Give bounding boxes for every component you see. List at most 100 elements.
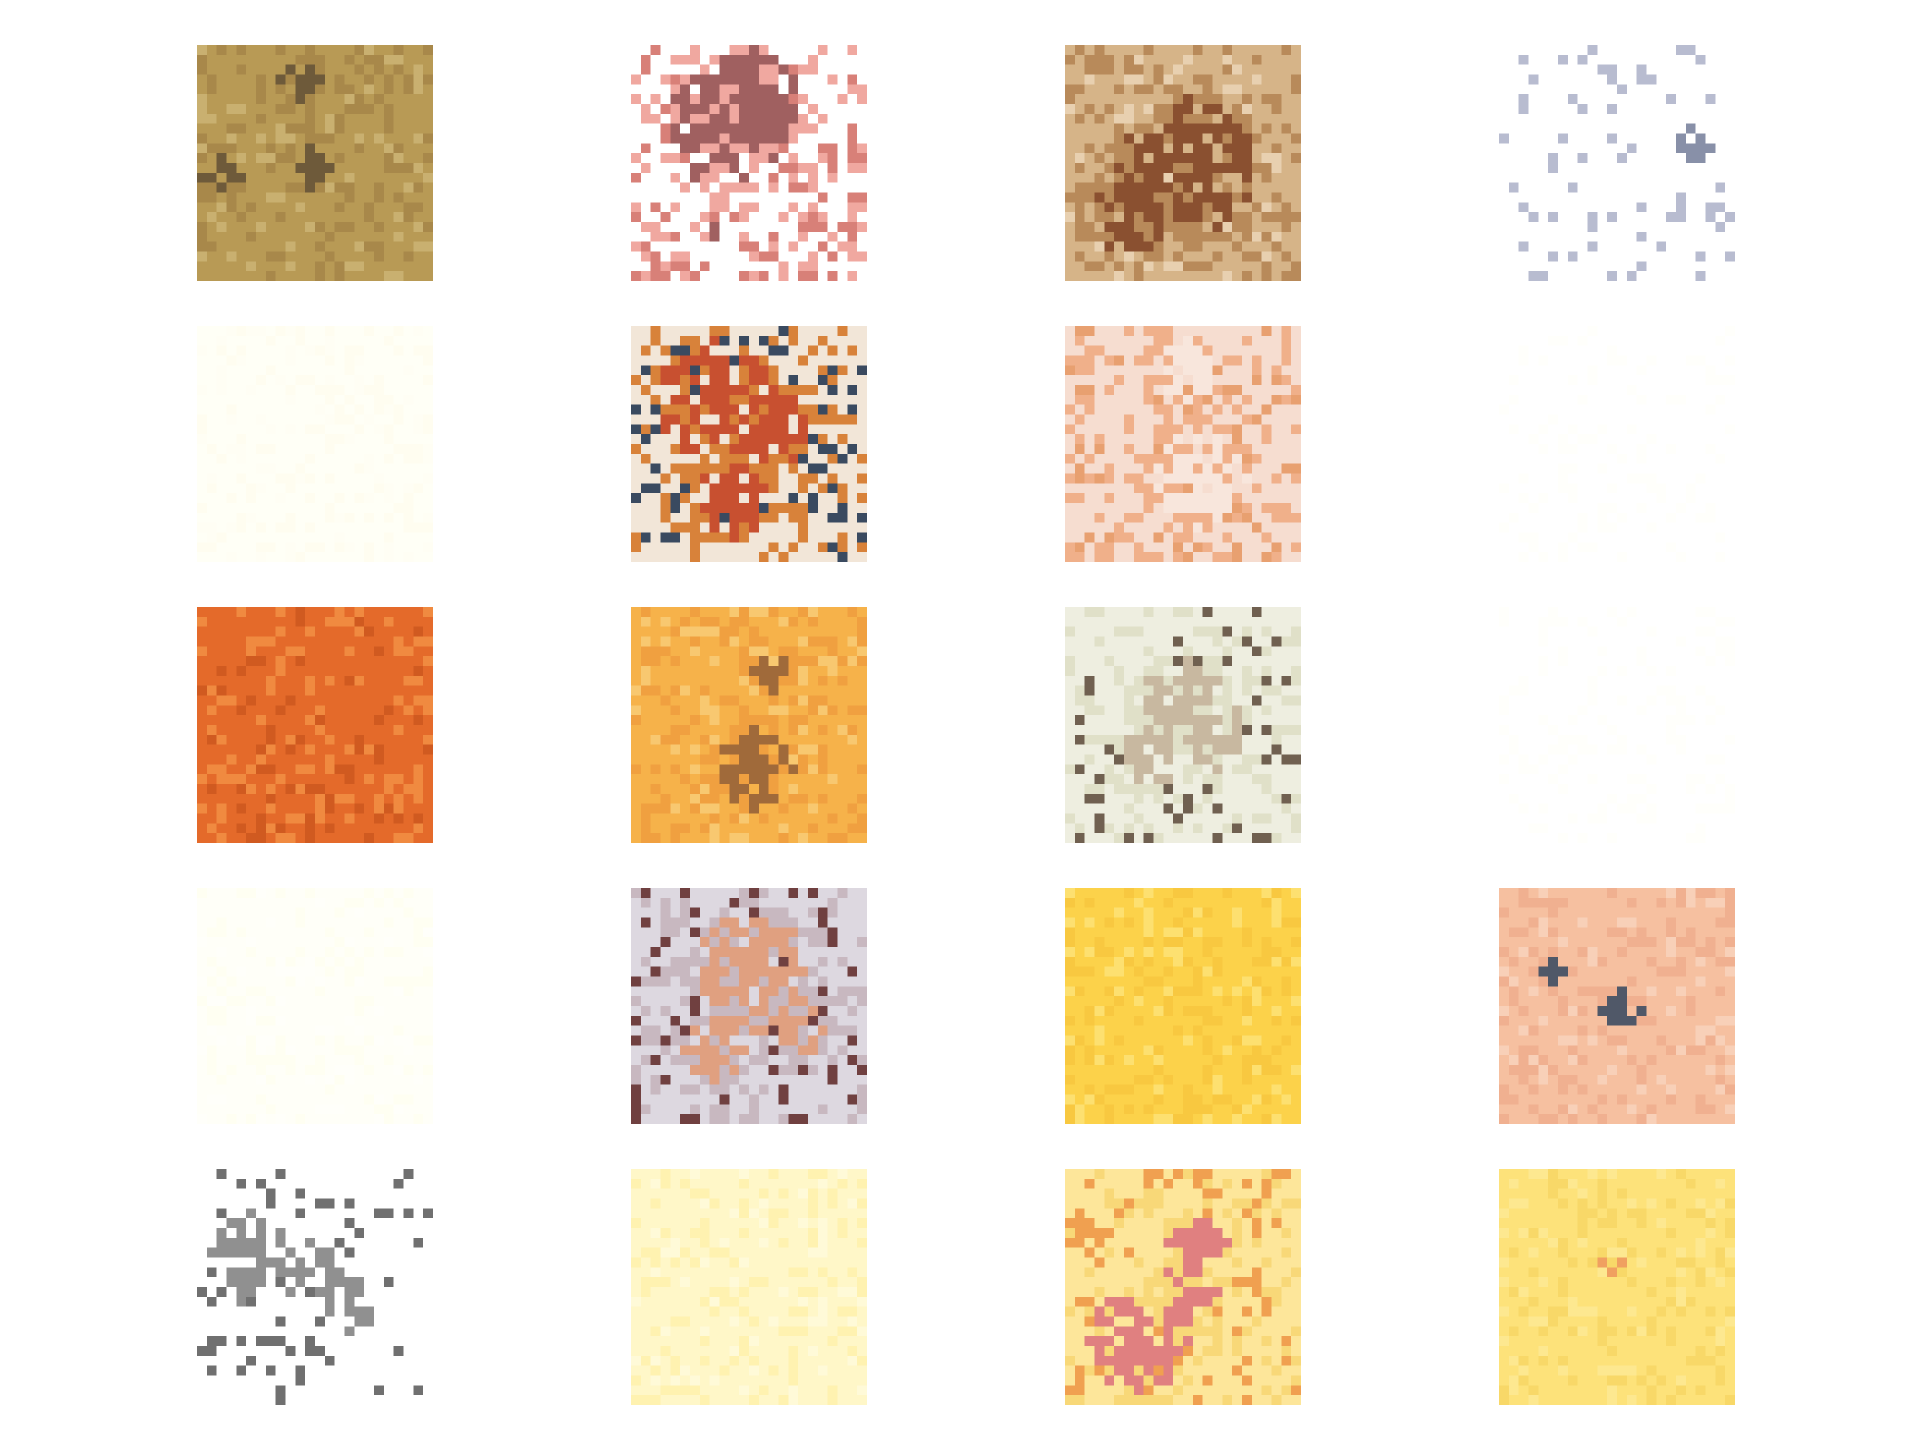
pixel [1567, 385, 1578, 395]
pixel [315, 345, 325, 356]
pixel [1183, 261, 1193, 272]
pixel [1153, 434, 1164, 444]
pixel [256, 202, 266, 213]
pixel [1567, 394, 1578, 405]
pixel [670, 444, 681, 454]
pixel [827, 222, 838, 232]
pixel [354, 512, 365, 523]
pixel [1173, 414, 1183, 425]
pixel [778, 271, 789, 281]
pixel [1646, 532, 1657, 543]
pixel [226, 453, 237, 464]
pixel [1567, 45, 1578, 55]
pixel [354, 715, 365, 725]
pixel [827, 473, 838, 484]
pixel [1567, 532, 1578, 543]
pixel [739, 271, 749, 281]
pixel [1695, 326, 1706, 336]
pixel [1183, 463, 1193, 474]
pixel [305, 512, 315, 523]
pixel [403, 666, 414, 676]
pixel [275, 192, 286, 203]
pixel [324, 261, 335, 272]
pixel [631, 473, 641, 484]
pixel [1163, 271, 1174, 281]
pixel [206, 385, 217, 395]
pixel [315, 54, 325, 65]
pixel [1242, 94, 1252, 104]
pixel [1074, 493, 1085, 503]
pixel [364, 385, 374, 395]
pixel [837, 64, 848, 75]
pixel [680, 163, 690, 173]
pixel [768, 84, 779, 95]
pixel [680, 113, 690, 124]
pixel [1725, 424, 1735, 435]
pixel [808, 104, 818, 114]
pixel [383, 251, 394, 262]
pixel [246, 434, 256, 444]
pixel [1212, 84, 1223, 95]
pixel [1587, 424, 1598, 435]
pixel [393, 202, 404, 213]
pixel [256, 365, 266, 376]
pixel [709, 444, 720, 454]
pixel [1685, 163, 1696, 173]
pixel [660, 385, 671, 395]
pixel [670, 552, 681, 562]
pixel [798, 552, 808, 562]
pixel [1094, 512, 1105, 523]
pixel [1656, 335, 1667, 346]
pixel [650, 192, 661, 203]
pixel [650, 231, 661, 242]
pixel [709, 241, 720, 252]
pixel [1558, 45, 1568, 55]
pixel [236, 104, 247, 114]
pixel [393, 552, 404, 562]
pixel [344, 675, 355, 686]
pixel [364, 607, 374, 617]
pixel [1705, 54, 1716, 65]
pixel [246, 231, 256, 242]
pixel [1656, 202, 1667, 213]
pixel [1705, 251, 1716, 262]
pixel [1676, 512, 1686, 523]
pixel [768, 113, 779, 124]
pixel [1251, 241, 1262, 252]
pixel [1528, 552, 1539, 562]
pixel [709, 493, 720, 503]
pixel [1656, 251, 1667, 262]
pixel [413, 365, 424, 376]
thumbnail-r1c3 [1065, 45, 1301, 281]
pixel [216, 241, 227, 252]
pixel [1577, 231, 1588, 242]
pixel [295, 473, 306, 484]
pixel [1232, 385, 1242, 395]
pixel [206, 192, 217, 203]
pixel [354, 453, 365, 464]
pixel [285, 54, 296, 65]
pixel [393, 172, 404, 183]
pixel [827, 202, 838, 213]
pixel [1291, 532, 1301, 543]
pixel [324, 705, 335, 716]
pixel [295, 45, 306, 55]
pixel [324, 355, 335, 366]
pixel [354, 222, 365, 232]
pixel [1271, 326, 1282, 336]
pixel [1567, 503, 1578, 513]
pixel [1094, 473, 1105, 484]
pixel [758, 251, 769, 262]
pixel [1074, 143, 1085, 154]
pixel [1695, 385, 1706, 395]
pixel [1715, 542, 1726, 553]
pixel [1597, 94, 1608, 104]
pixel [236, 493, 247, 503]
pixel [1192, 404, 1203, 415]
pixel [403, 182, 414, 193]
pixel [354, 522, 365, 533]
pixel [324, 113, 335, 124]
pixel [729, 64, 740, 75]
pixel [1558, 64, 1568, 75]
pixel [1597, 84, 1608, 95]
